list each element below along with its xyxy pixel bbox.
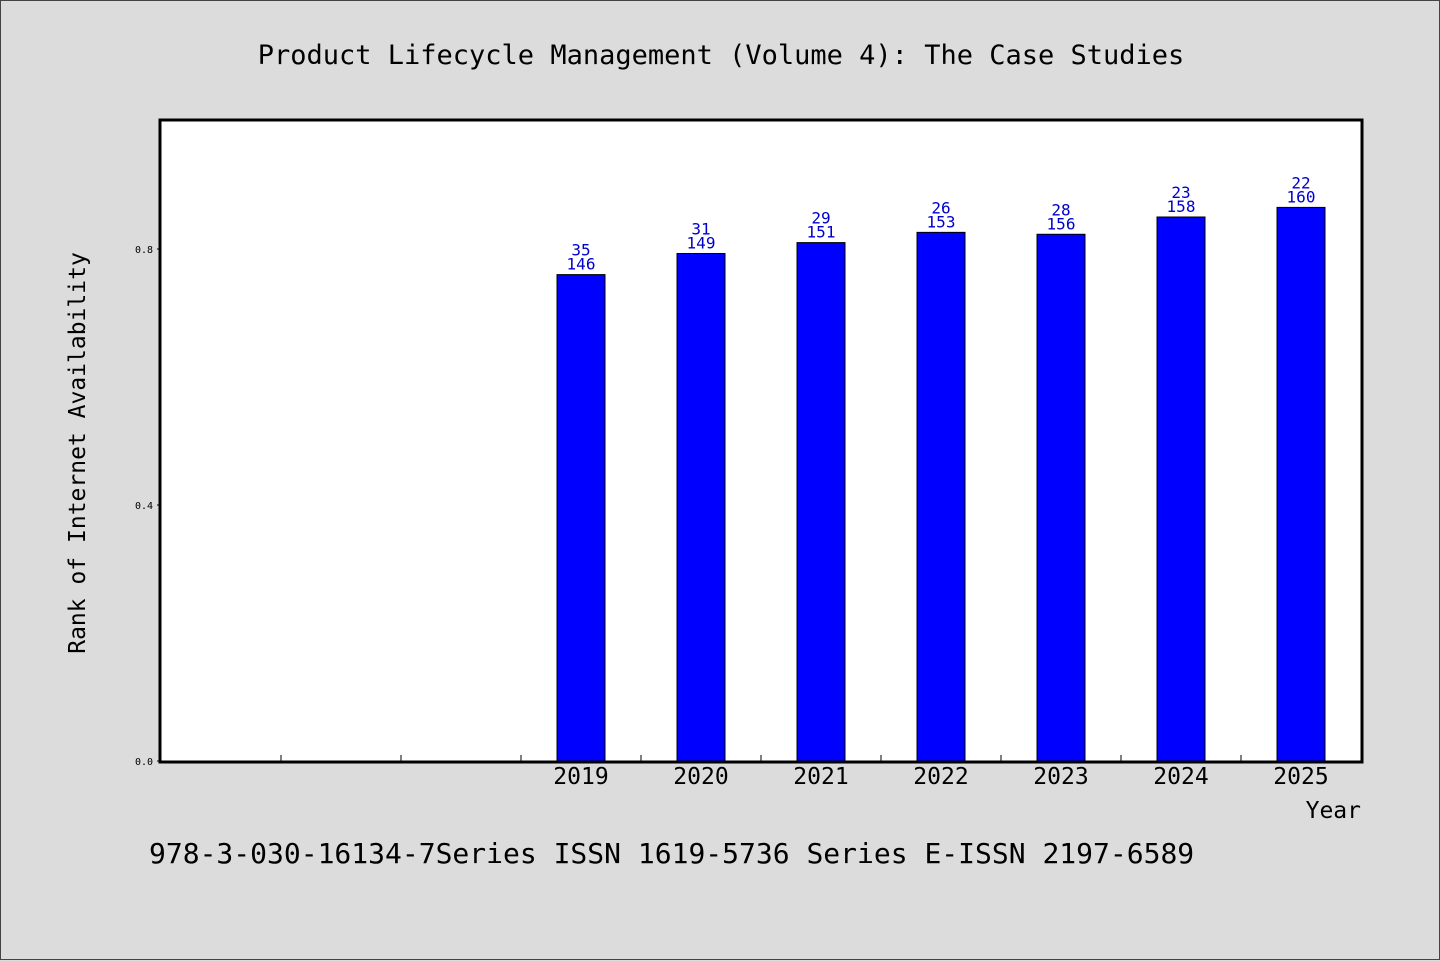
bar-label-lower: 149 — [687, 233, 716, 252]
bars — [556, 206, 1326, 762]
x-tick-label: 2022 — [913, 764, 968, 790]
y-axis: 0.0 0.4 0.8 — [135, 245, 161, 768]
bar-2025 — [1276, 206, 1326, 762]
bar-label-lower: 151 — [807, 223, 836, 242]
bar-label-upper: 31 — [691, 219, 710, 238]
chart-title: Product Lifecycle Management (Volume 4):… — [258, 40, 1185, 71]
bar-label-lower: 146 — [567, 255, 596, 274]
bar-2021 — [796, 242, 846, 762]
y-tick-label: 0.4 — [135, 501, 153, 512]
bar-label-lower: 158 — [1167, 197, 1196, 216]
bar-label-upper: 26 — [931, 198, 950, 217]
x-tick-label: 2023 — [1033, 764, 1088, 790]
x-tick-label: 2025 — [1273, 764, 1328, 790]
x-axis-title: Year — [1306, 798, 1361, 824]
bar-label-upper: 28 — [1051, 200, 1070, 219]
bar-label-upper: 29 — [811, 209, 830, 228]
bar-2020 — [676, 252, 726, 762]
bar-label-upper: 23 — [1171, 183, 1190, 202]
x-tick-label: 2019 — [553, 764, 608, 790]
bar-label-upper: 35 — [571, 241, 590, 260]
y-tick-label: 0.8 — [135, 245, 153, 256]
bar-label-lower: 153 — [927, 212, 956, 231]
x-tick-label: 2024 — [1153, 764, 1208, 790]
x-axis: 2019 2020 2021 2022 2023 2024 2025 — [280, 755, 1329, 790]
x-tick-label: 2020 — [673, 764, 728, 790]
footer-isbn-issn: 978-3-030-16134-7Series ISSN 1619-5736 S… — [149, 837, 1194, 870]
x-tick-label: 2021 — [793, 764, 848, 790]
bar-label-lower: 156 — [1047, 214, 1076, 233]
bar-label-upper: 22 — [1291, 173, 1310, 192]
bar-2019 — [556, 274, 606, 762]
y-axis-title: Rank of Internet Availability — [65, 252, 91, 654]
y-tick-label: 0.0 — [135, 757, 153, 768]
bar-label-lower: 160 — [1287, 187, 1316, 206]
bar-2023 — [1036, 233, 1086, 762]
bar-2024 — [1156, 216, 1206, 762]
bar-2022 — [916, 231, 966, 762]
